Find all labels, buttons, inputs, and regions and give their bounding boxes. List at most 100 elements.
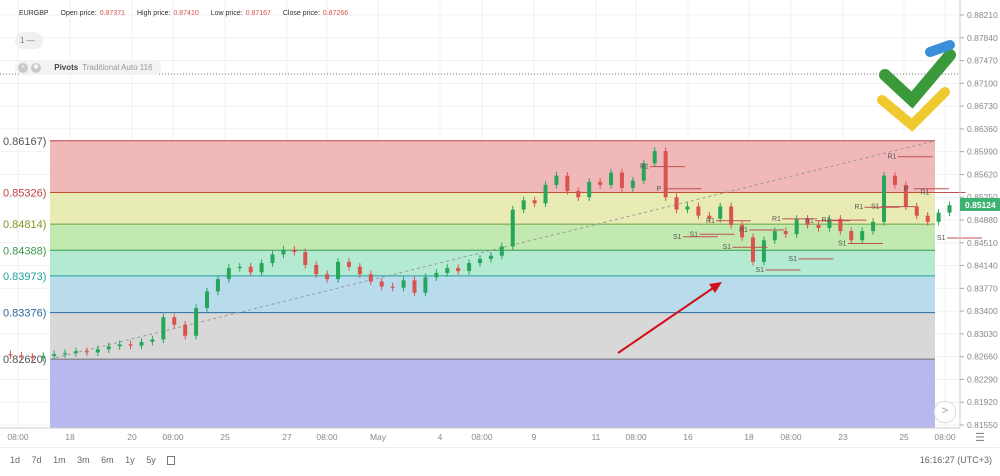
candle-body [379, 281, 384, 287]
candle-body [816, 224, 821, 229]
candle [598, 178, 603, 189]
pivot-label: S1 [937, 235, 946, 242]
candle [390, 282, 395, 292]
scroll-right-button[interactable]: > [934, 401, 956, 423]
candle [325, 270, 330, 283]
candle [41, 352, 46, 362]
close-circle-icon[interactable]: × [18, 62, 28, 73]
range-3m[interactable]: 3m [77, 455, 90, 465]
candle [685, 202, 690, 214]
candle [587, 178, 592, 201]
price-tick-label: 0.83400 [967, 306, 998, 316]
price-tick-label: 0.84880 [967, 215, 998, 225]
candle-body [401, 280, 406, 288]
range-1d[interactable]: 1d [10, 455, 21, 465]
interval-pill[interactable]: 1 — [15, 32, 43, 49]
calendar-icon[interactable] [167, 456, 176, 466]
candle-body [237, 266, 242, 269]
fib-zone [50, 140, 935, 193]
annotation-arrow [617, 285, 717, 354]
candle-body [8, 354, 13, 356]
candle [641, 159, 646, 185]
candle-body [805, 218, 810, 225]
time-tick-label: 25 [899, 432, 909, 442]
candle-body [576, 191, 581, 198]
pivot-label: R1 [640, 164, 649, 171]
candle [652, 147, 657, 168]
candle-body [52, 354, 57, 357]
candle [346, 258, 351, 271]
candle-body [663, 151, 668, 198]
candle-body [630, 180, 635, 188]
candle-body [95, 349, 100, 353]
low-label: Low price: [210, 10, 243, 17]
candle [761, 236, 766, 266]
current-price-label: 0.85124 [965, 200, 996, 210]
candle [838, 215, 843, 235]
price-tick-label: 0.82660 [967, 352, 998, 362]
high-price: 0.87410 [173, 10, 199, 17]
candle-body [128, 344, 133, 346]
candle [903, 181, 908, 211]
candle-body [914, 206, 919, 216]
candle [183, 320, 188, 340]
indicator-params: Traditional Auto 116 [82, 63, 153, 72]
candle-body [478, 258, 482, 264]
time-tick-label: 9 [532, 432, 537, 442]
range-1m[interactable]: 1m [53, 455, 66, 465]
candle-body [685, 206, 690, 210]
indicator-legend: × ✱ Pivots Traditional Auto 116 [15, 60, 161, 75]
fib-level-label: 0.85326) [3, 188, 46, 200]
price-tick-label: 0.85250 [967, 192, 998, 202]
candle-body [903, 184, 908, 207]
fib-level-label: 0.84814) [3, 219, 46, 231]
gear-icon[interactable]: ✱ [31, 62, 41, 73]
price-chart[interactable]: 0.86167) 0.85326) 0.84814) 0.84388) 0.83973)… [0, 0, 1000, 447]
candle-body [652, 151, 657, 164]
candle-body [346, 261, 351, 267]
candle-body [892, 175, 897, 185]
time-tick-label: 16 [683, 432, 693, 442]
candle-body [521, 200, 526, 210]
pivot-label: R1 [921, 189, 930, 196]
candle-body [390, 286, 395, 288]
logo-green-mark [879, 49, 956, 109]
range-1y[interactable]: 1y [125, 455, 135, 465]
price-tick-label: 0.83030 [967, 329, 998, 339]
candle-body [794, 218, 799, 235]
pivot-label: P [657, 186, 662, 193]
candle-body [183, 324, 188, 336]
candle-body [838, 218, 843, 232]
candle [925, 211, 930, 226]
candle [106, 342, 111, 353]
price-tick-label: 0.81550 [967, 420, 998, 430]
candle-body [882, 175, 887, 222]
chart-settings-icon[interactable]: ☰ [975, 432, 985, 444]
pivot-label: S1 [871, 204, 880, 211]
candle-body [543, 184, 548, 204]
candle-body [587, 181, 592, 198]
pivot-label: R1 [772, 216, 781, 223]
time-tick-label: 27 [282, 432, 292, 442]
time-tick-label: 08:00 [7, 432, 29, 442]
close-price: 0.87266 [322, 10, 349, 17]
candle [205, 287, 210, 312]
candle-body [510, 209, 515, 247]
logo-blue-mark [925, 40, 955, 57]
pivot-label: R1 [855, 204, 864, 211]
candle [128, 340, 133, 350]
candle [630, 176, 635, 192]
open-label: Open price: [60, 10, 97, 17]
candle-body [19, 355, 24, 357]
candle-body [161, 317, 166, 340]
candle [357, 263, 362, 278]
time-tick-label: 4 [438, 432, 443, 442]
candle-body [456, 268, 461, 272]
range-5y[interactable]: 5y [146, 455, 156, 465]
range-7d[interactable]: 7d [31, 455, 42, 465]
candle [194, 304, 199, 340]
price-tick-label: 0.84140 [967, 261, 998, 271]
range-6m[interactable]: 6m [101, 455, 114, 465]
candle-body [259, 263, 264, 273]
price-tick-label: 0.85620 [967, 169, 998, 179]
